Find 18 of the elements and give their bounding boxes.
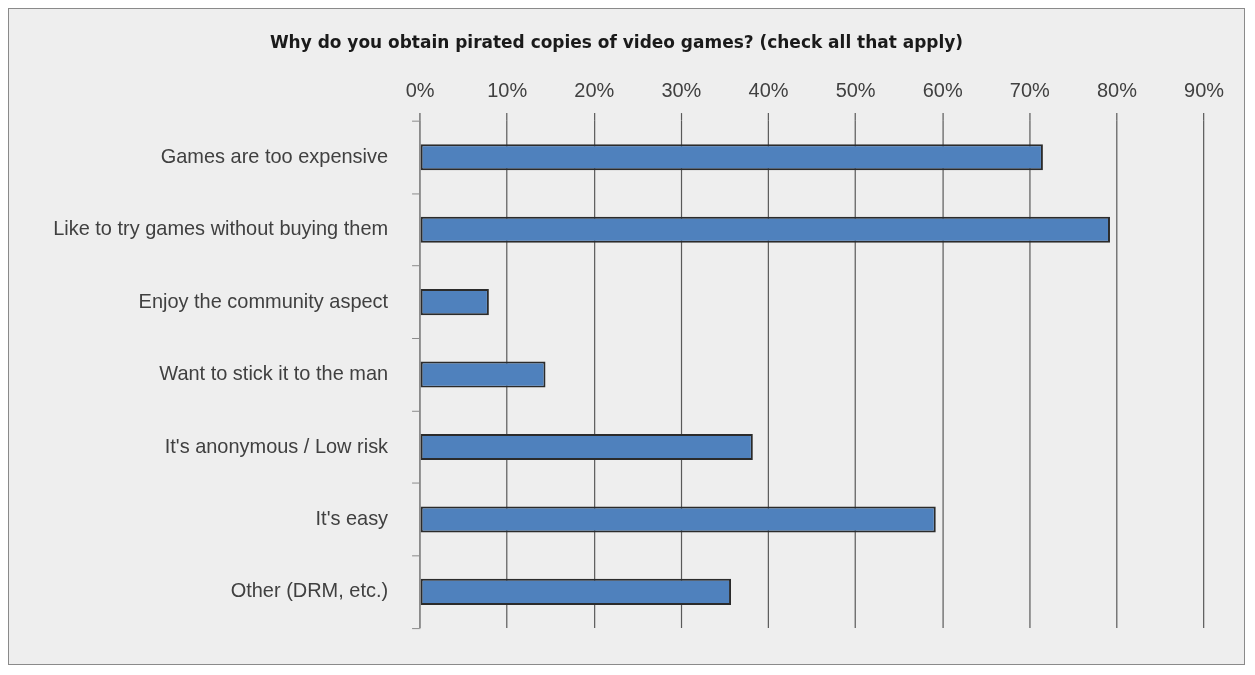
x-tick-label: 30%	[661, 78, 702, 101]
x-tick-label: 50%	[835, 78, 876, 101]
x-tick-label: 10%	[487, 78, 528, 101]
x-tick-label: 20%	[574, 78, 615, 101]
x-tick-label: 40%	[748, 78, 789, 101]
y-tick-label: Other (DRM, etc.)	[230, 579, 389, 602]
x-tick-label: 70%	[1009, 78, 1051, 101]
y-tick-label: It's anonymous / Low risk	[164, 434, 389, 457]
y-tick-label: Like to try games without buying them	[53, 217, 389, 240]
y-tick-label: Games are too expensive	[160, 144, 389, 167]
chart-title: Why do you obtain pirated copies of video games? (check all that apply)	[269, 31, 964, 52]
x-tick-label: 60%	[922, 78, 963, 101]
y-tick-label: It's easy	[315, 506, 389, 529]
y-tick-label: Want to stick it to the man	[159, 362, 389, 385]
x-tick-label: 80%	[1096, 78, 1138, 101]
y-tick-label: Enjoy the community aspect	[138, 289, 389, 312]
x-tick-label: 90%	[1184, 78, 1225, 101]
x-tick-label: 0%	[405, 78, 435, 101]
